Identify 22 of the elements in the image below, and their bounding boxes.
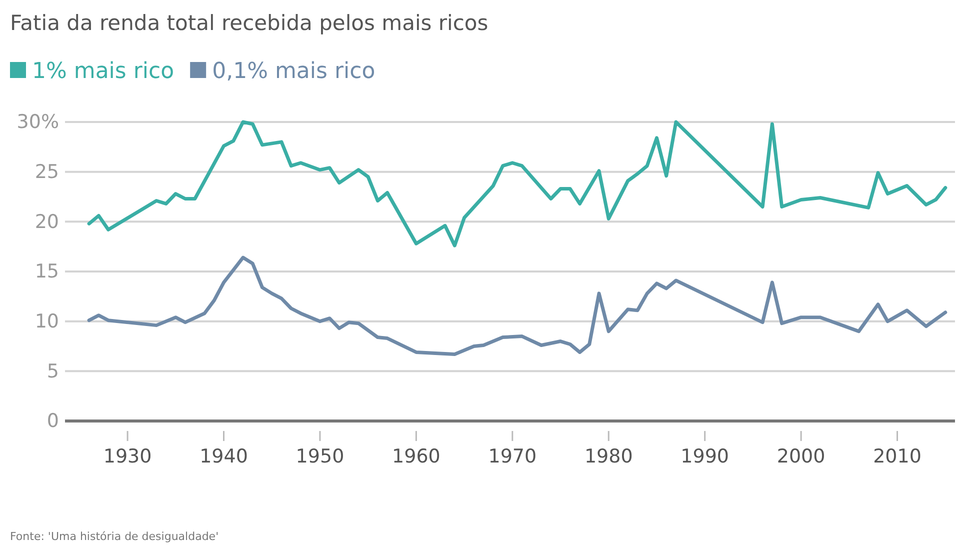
x-tick-label: 1980 [584,445,633,468]
source-note: Fonte: 'Uma história de desigualdade' [10,530,219,543]
line-series [87,256,948,356]
x-tick-label: 2010 [873,445,922,468]
y-tick-label: 25 [34,160,59,183]
legend-label: 1% mais rico [32,59,174,84]
chart-title: Fatia da renda total recebida pelos mais ricos [10,11,488,35]
y-tick-label: 30% [16,111,59,134]
x-tick-label: 1940 [200,445,248,468]
y-tick-label: 15 [34,260,59,283]
x-tick-label: 1990 [680,445,730,468]
line-series [87,120,948,248]
x-tick-label: 1950 [296,445,344,468]
x-tick-label: 1970 [488,445,537,468]
legend-label: 0,1% mais rico [212,59,376,84]
y-tick-label: 0 [46,410,59,432]
x-tick-label: 1930 [103,445,152,468]
y-tick-label: 5 [46,360,59,382]
x-tick-label: 1960 [392,445,440,468]
y-tick-label: 20 [34,210,59,233]
x-tick-label: 2000 [776,445,826,468]
y-tick-label: 10 [34,310,59,332]
